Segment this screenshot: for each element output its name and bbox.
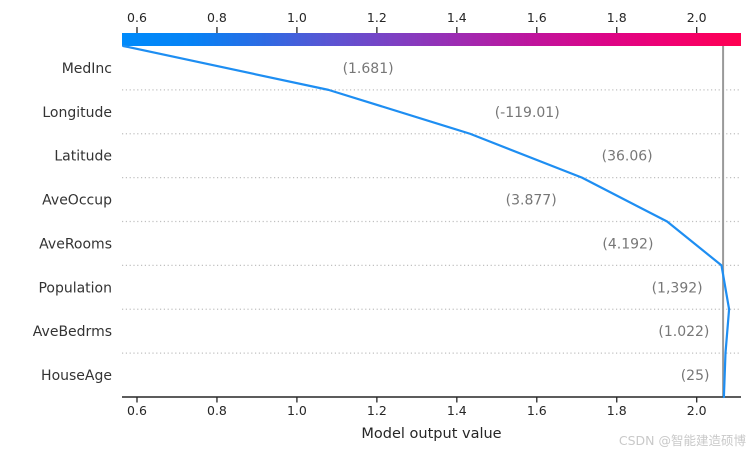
feature-value-annotation: (3.877) [506, 193, 557, 209]
x-axis-title: Model output value [361, 426, 502, 442]
top-tick-label: 2.0 [687, 10, 707, 25]
top-tick-label: 1.8 [607, 10, 627, 25]
feature-label-medinc: MedInc [62, 61, 112, 77]
bottom-tick-label: 1.0 [287, 403, 307, 418]
bottom-tick-label: 0.6 [127, 403, 147, 418]
top-tick-label: 0.6 [127, 10, 147, 25]
feature-value-annotation: (-119.01) [495, 105, 560, 121]
feature-value-annotation: (25) [681, 368, 710, 384]
top-tick-label: 0.8 [207, 10, 227, 25]
bottom-tick-label: 2.0 [687, 403, 707, 418]
feature-value-annotation: (1.022) [658, 324, 709, 340]
feature-value-annotation: (1,392) [652, 280, 703, 296]
feature-label-avebedrms: AveBedrms [33, 324, 112, 340]
feature-label-houseage: HouseAge [41, 368, 112, 384]
bottom-tick-label: 1.4 [447, 403, 467, 418]
feature-label-latitude: Latitude [54, 149, 112, 165]
feature-label-averooms: AveRooms [39, 236, 112, 252]
decision-line [122, 44, 731, 399]
feature-value-annotation: (1.681) [343, 61, 394, 77]
feature-label-aveoccup: AveOccup [42, 193, 112, 209]
top-tick-label: 1.0 [287, 10, 307, 25]
top-tick-label: 1.4 [447, 10, 467, 25]
feature-value-annotation: (4.192) [602, 236, 653, 252]
bottom-tick-label: 1.8 [607, 403, 627, 418]
bottom-tick-label: 0.8 [207, 403, 227, 418]
feature-label-longitude: Longitude [42, 105, 112, 121]
bottom-tick-label: 1.6 [527, 403, 547, 418]
watermark: CSDN @智能建造硕博 [618, 433, 746, 448]
model-output-colorbar [122, 33, 741, 46]
feature-value-annotation: (36.06) [602, 149, 653, 165]
top-tick-label: 1.6 [527, 10, 547, 25]
top-tick-label: 1.2 [367, 10, 387, 25]
feature-label-population: Population [38, 280, 112, 296]
bottom-tick-label: 1.2 [367, 403, 387, 418]
